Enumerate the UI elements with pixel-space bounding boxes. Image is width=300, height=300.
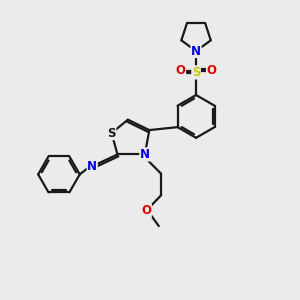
Text: O: O [206,64,217,77]
Text: S: S [107,127,116,140]
Text: S: S [192,66,200,79]
Text: O: O [141,204,151,217]
Text: N: N [87,160,97,173]
Text: O: O [176,64,186,77]
Text: N: N [140,148,150,161]
Text: N: N [191,44,201,58]
